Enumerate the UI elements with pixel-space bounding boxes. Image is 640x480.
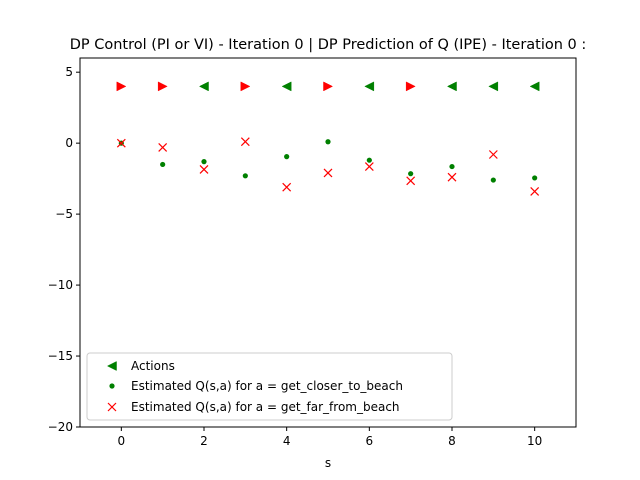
- x-tick-label: 6: [366, 434, 374, 448]
- chart-marks: [116, 81, 540, 196]
- legend-label: Estimated Q(s,a) for a = get_closer_to_b…: [131, 379, 403, 393]
- legend-marker-actions: [106, 361, 117, 371]
- q-closer-point: [242, 173, 248, 179]
- y-tick-label: −10: [48, 278, 73, 292]
- legend-marker-q-far: [107, 402, 117, 412]
- x-axis: 0 2 4 6 8 10: [118, 427, 542, 448]
- action-point: [116, 81, 127, 92]
- action-point: [281, 81, 292, 92]
- q-far-point: [364, 162, 374, 171]
- q-far-point: [447, 172, 457, 182]
- q-closer-point: [325, 139, 331, 145]
- legend-label: Estimated Q(s,a) for a = get_far_from_be…: [131, 400, 400, 414]
- x-tick-label: 8: [448, 434, 456, 448]
- q-far-point: [406, 176, 416, 186]
- q-far-point: [158, 142, 168, 152]
- y-tick-label: 0: [65, 136, 73, 150]
- q-closer-point: [408, 171, 414, 177]
- action-point: [446, 81, 457, 92]
- q-closer-point: [284, 154, 290, 160]
- action-point: [323, 81, 334, 92]
- q-closer-point: [532, 175, 538, 181]
- q-far-point: [240, 137, 250, 147]
- x-axis-label: s: [325, 456, 331, 470]
- y-tick-label: −5: [55, 207, 73, 221]
- q-closer-point: [160, 161, 166, 168]
- action-point: [488, 81, 499, 92]
- action-point: [198, 81, 209, 92]
- plot-frame: [79, 57, 577, 428]
- chart-title: DP Control (PI or VI) - Iteration 0 | DP…: [70, 37, 587, 53]
- y-tick-label: 5: [65, 65, 73, 79]
- q-far-point: [530, 186, 540, 196]
- y-axis: 5 0 −5 −10 −15 −20: [48, 65, 80, 434]
- action-point: [364, 81, 375, 92]
- legend: Actions Estimated Q(s,a) for a = get_clos…: [86, 352, 453, 421]
- x-tick-label: 10: [527, 434, 542, 448]
- action-point: [405, 81, 416, 92]
- legend-box: [86, 352, 453, 421]
- q-far-point: [323, 168, 333, 178]
- q-far-point: [116, 138, 126, 148]
- x-tick-label: 2: [200, 434, 208, 448]
- action-point: [529, 81, 540, 92]
- q-far-point: [488, 150, 498, 159]
- x-tick-label: 0: [118, 434, 126, 448]
- q-far-point: [199, 164, 209, 174]
- x-tick-label: 4: [283, 434, 291, 448]
- y-tick-label: −20: [48, 420, 73, 434]
- legend-label: Actions: [131, 359, 175, 373]
- action-point: [157, 81, 168, 92]
- q-closer-point: [366, 157, 372, 163]
- action-point: [240, 81, 251, 92]
- y-tick-label: −15: [48, 349, 73, 363]
- q-closer-point: [449, 163, 455, 170]
- q-closer-point: [490, 177, 496, 183]
- q-closer-point: [201, 159, 207, 165]
- q-far-point: [282, 182, 292, 192]
- legend-marker-q-closer: [109, 383, 115, 389]
